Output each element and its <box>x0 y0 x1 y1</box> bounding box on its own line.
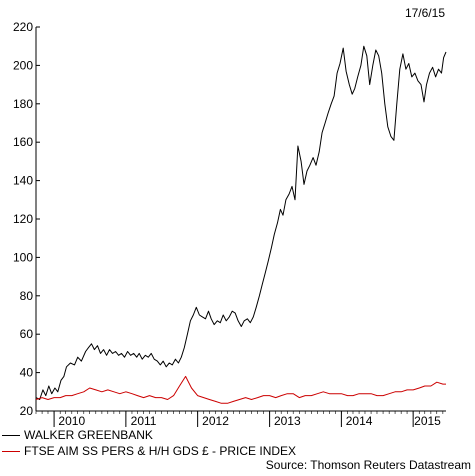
x-tick-label: 2013 <box>274 414 301 428</box>
y-tick-label: 60 <box>20 327 34 341</box>
y-tick-labels: 20 40 60 80 100 120 140 160 180 200 220 <box>13 20 33 418</box>
y-tick-label: 40 <box>20 366 34 380</box>
y-tick-label: 20 <box>20 404 34 418</box>
y-tick-label: 120 <box>13 212 33 226</box>
y-tick-label: 200 <box>13 58 33 72</box>
source-note: Source: Thomson Reuters Datastream <box>265 458 471 472</box>
y-tick-label: 180 <box>13 97 33 111</box>
series-lines <box>35 45 447 404</box>
y-tick-label: 160 <box>13 135 33 149</box>
x-tick-label: 2010 <box>58 414 85 428</box>
x-tick-label: 2014 <box>346 414 373 428</box>
series-line-walker-greenbank <box>35 45 447 400</box>
chart-axes <box>35 26 446 427</box>
legend-swatch-red <box>2 451 20 452</box>
x-tick-label: 2012 <box>202 414 229 428</box>
y-tick-label: 100 <box>13 250 33 264</box>
legend-label: FTSE AIM SS PERS & H/H GDS £ - PRICE IND… <box>24 444 297 458</box>
legend-swatch-black <box>2 435 20 436</box>
y-tick-label: 140 <box>13 174 33 188</box>
series-line-ftse-aim <box>35 375 446 404</box>
legend-label: WALKER GREENBANK <box>24 428 153 442</box>
y-tick-label: 220 <box>13 20 33 34</box>
x-tick-label: 2011 <box>131 414 157 428</box>
x-tick-label: 2015 <box>414 414 441 428</box>
x-tick-labels: 2010 2011 2012 2013 2014 2015 <box>58 414 441 428</box>
y-tick-label: 80 <box>20 289 34 303</box>
date-stamp: 17/6/15 <box>404 6 445 20</box>
